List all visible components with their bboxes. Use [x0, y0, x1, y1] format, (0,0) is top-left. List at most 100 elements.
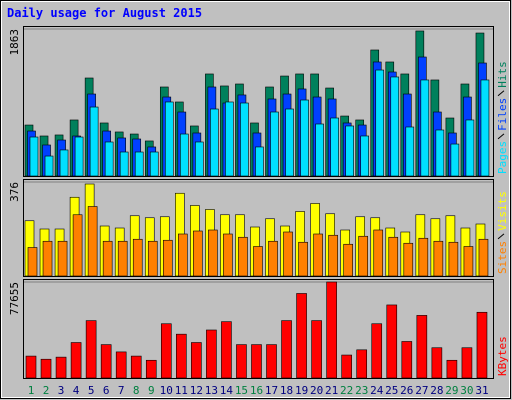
bar [221, 321, 232, 379]
chart-title: Daily usage for August 2015 [7, 6, 202, 20]
bar [373, 229, 384, 277]
bar [326, 281, 337, 379]
x-tick-label: 4 [73, 384, 80, 397]
bar [55, 356, 67, 379]
x-tick-label: 17 [265, 384, 278, 397]
legend-entry: Pages [496, 141, 509, 174]
bar [416, 315, 428, 379]
bar [461, 347, 473, 379]
bar [89, 106, 99, 177]
bar [191, 342, 202, 379]
bar [236, 344, 247, 379]
bar [70, 342, 82, 379]
bar [446, 359, 458, 379]
bar [134, 151, 144, 177]
bar [480, 79, 490, 177]
bar [119, 151, 129, 177]
bar [448, 241, 459, 277]
legend-separator [497, 90, 505, 97]
bar [360, 135, 370, 177]
x-tick-label: 19 [295, 384, 308, 397]
y-tick-label: 376 [8, 182, 21, 202]
legend-separator [497, 133, 505, 140]
bar [388, 236, 399, 277]
bar [341, 354, 352, 379]
bar [311, 320, 322, 379]
x-tick-label: 23 [355, 384, 368, 397]
bar [193, 230, 203, 277]
x-tick-label: 13 [205, 384, 218, 397]
bar [147, 240, 158, 277]
bar [29, 136, 39, 177]
bar [356, 349, 368, 379]
bar [270, 111, 279, 177]
bar [117, 240, 128, 277]
bar [195, 141, 204, 177]
y-tick-label: 1863 [8, 29, 21, 56]
bar [162, 239, 173, 277]
legend-entry: Files [496, 98, 509, 131]
bar [405, 126, 415, 177]
bar [386, 304, 398, 379]
bar [403, 242, 414, 277]
bar [225, 101, 234, 177]
x-tick-label: 29 [445, 384, 458, 397]
bar [223, 233, 233, 277]
bar [298, 241, 308, 277]
x-tick-label: 9 [148, 384, 155, 397]
bar [87, 206, 98, 277]
bar [328, 234, 338, 277]
bar [313, 233, 323, 277]
x-tick-label: 27 [415, 384, 428, 397]
bar [315, 123, 324, 177]
y-tick-label: 77655 [8, 282, 21, 315]
bar [431, 347, 443, 379]
bar [478, 238, 489, 277]
bar [208, 229, 218, 277]
x-tick-label: 25 [385, 384, 398, 397]
bar [283, 231, 293, 277]
bar [253, 246, 263, 277]
bar [74, 136, 84, 177]
x-tick-label: 14 [220, 384, 234, 397]
bar [149, 151, 159, 177]
bar [180, 133, 189, 177]
legend-separator [497, 233, 505, 240]
bar [330, 117, 339, 177]
bar [130, 355, 142, 379]
x-tick-label: 21 [325, 384, 338, 397]
bar [40, 358, 52, 379]
bar [145, 359, 157, 379]
bar [435, 129, 445, 177]
bar [390, 76, 400, 177]
x-tick-label: 11 [175, 384, 188, 397]
bar [72, 214, 83, 277]
bar [59, 149, 69, 177]
bar [44, 155, 54, 177]
bar [57, 240, 68, 277]
x-tick-label: 6 [103, 384, 110, 397]
bar [418, 237, 429, 277]
x-tick-label: 30 [460, 384, 473, 397]
bar [450, 143, 460, 177]
bar [132, 238, 143, 277]
x-tick-label: 26 [400, 384, 413, 397]
bar [255, 146, 264, 177]
bar [433, 240, 444, 277]
bar [102, 240, 113, 277]
bar [85, 320, 97, 379]
bar [371, 323, 383, 379]
bar [345, 125, 354, 177]
bar [25, 355, 37, 379]
bar [401, 341, 413, 379]
bar [238, 236, 248, 277]
bar [375, 69, 385, 177]
legend-entry: Hits [496, 61, 509, 88]
x-tick-label: 15 [235, 384, 248, 397]
bar [343, 243, 353, 277]
bar [100, 344, 112, 379]
x-tick-label: 7 [118, 384, 125, 397]
